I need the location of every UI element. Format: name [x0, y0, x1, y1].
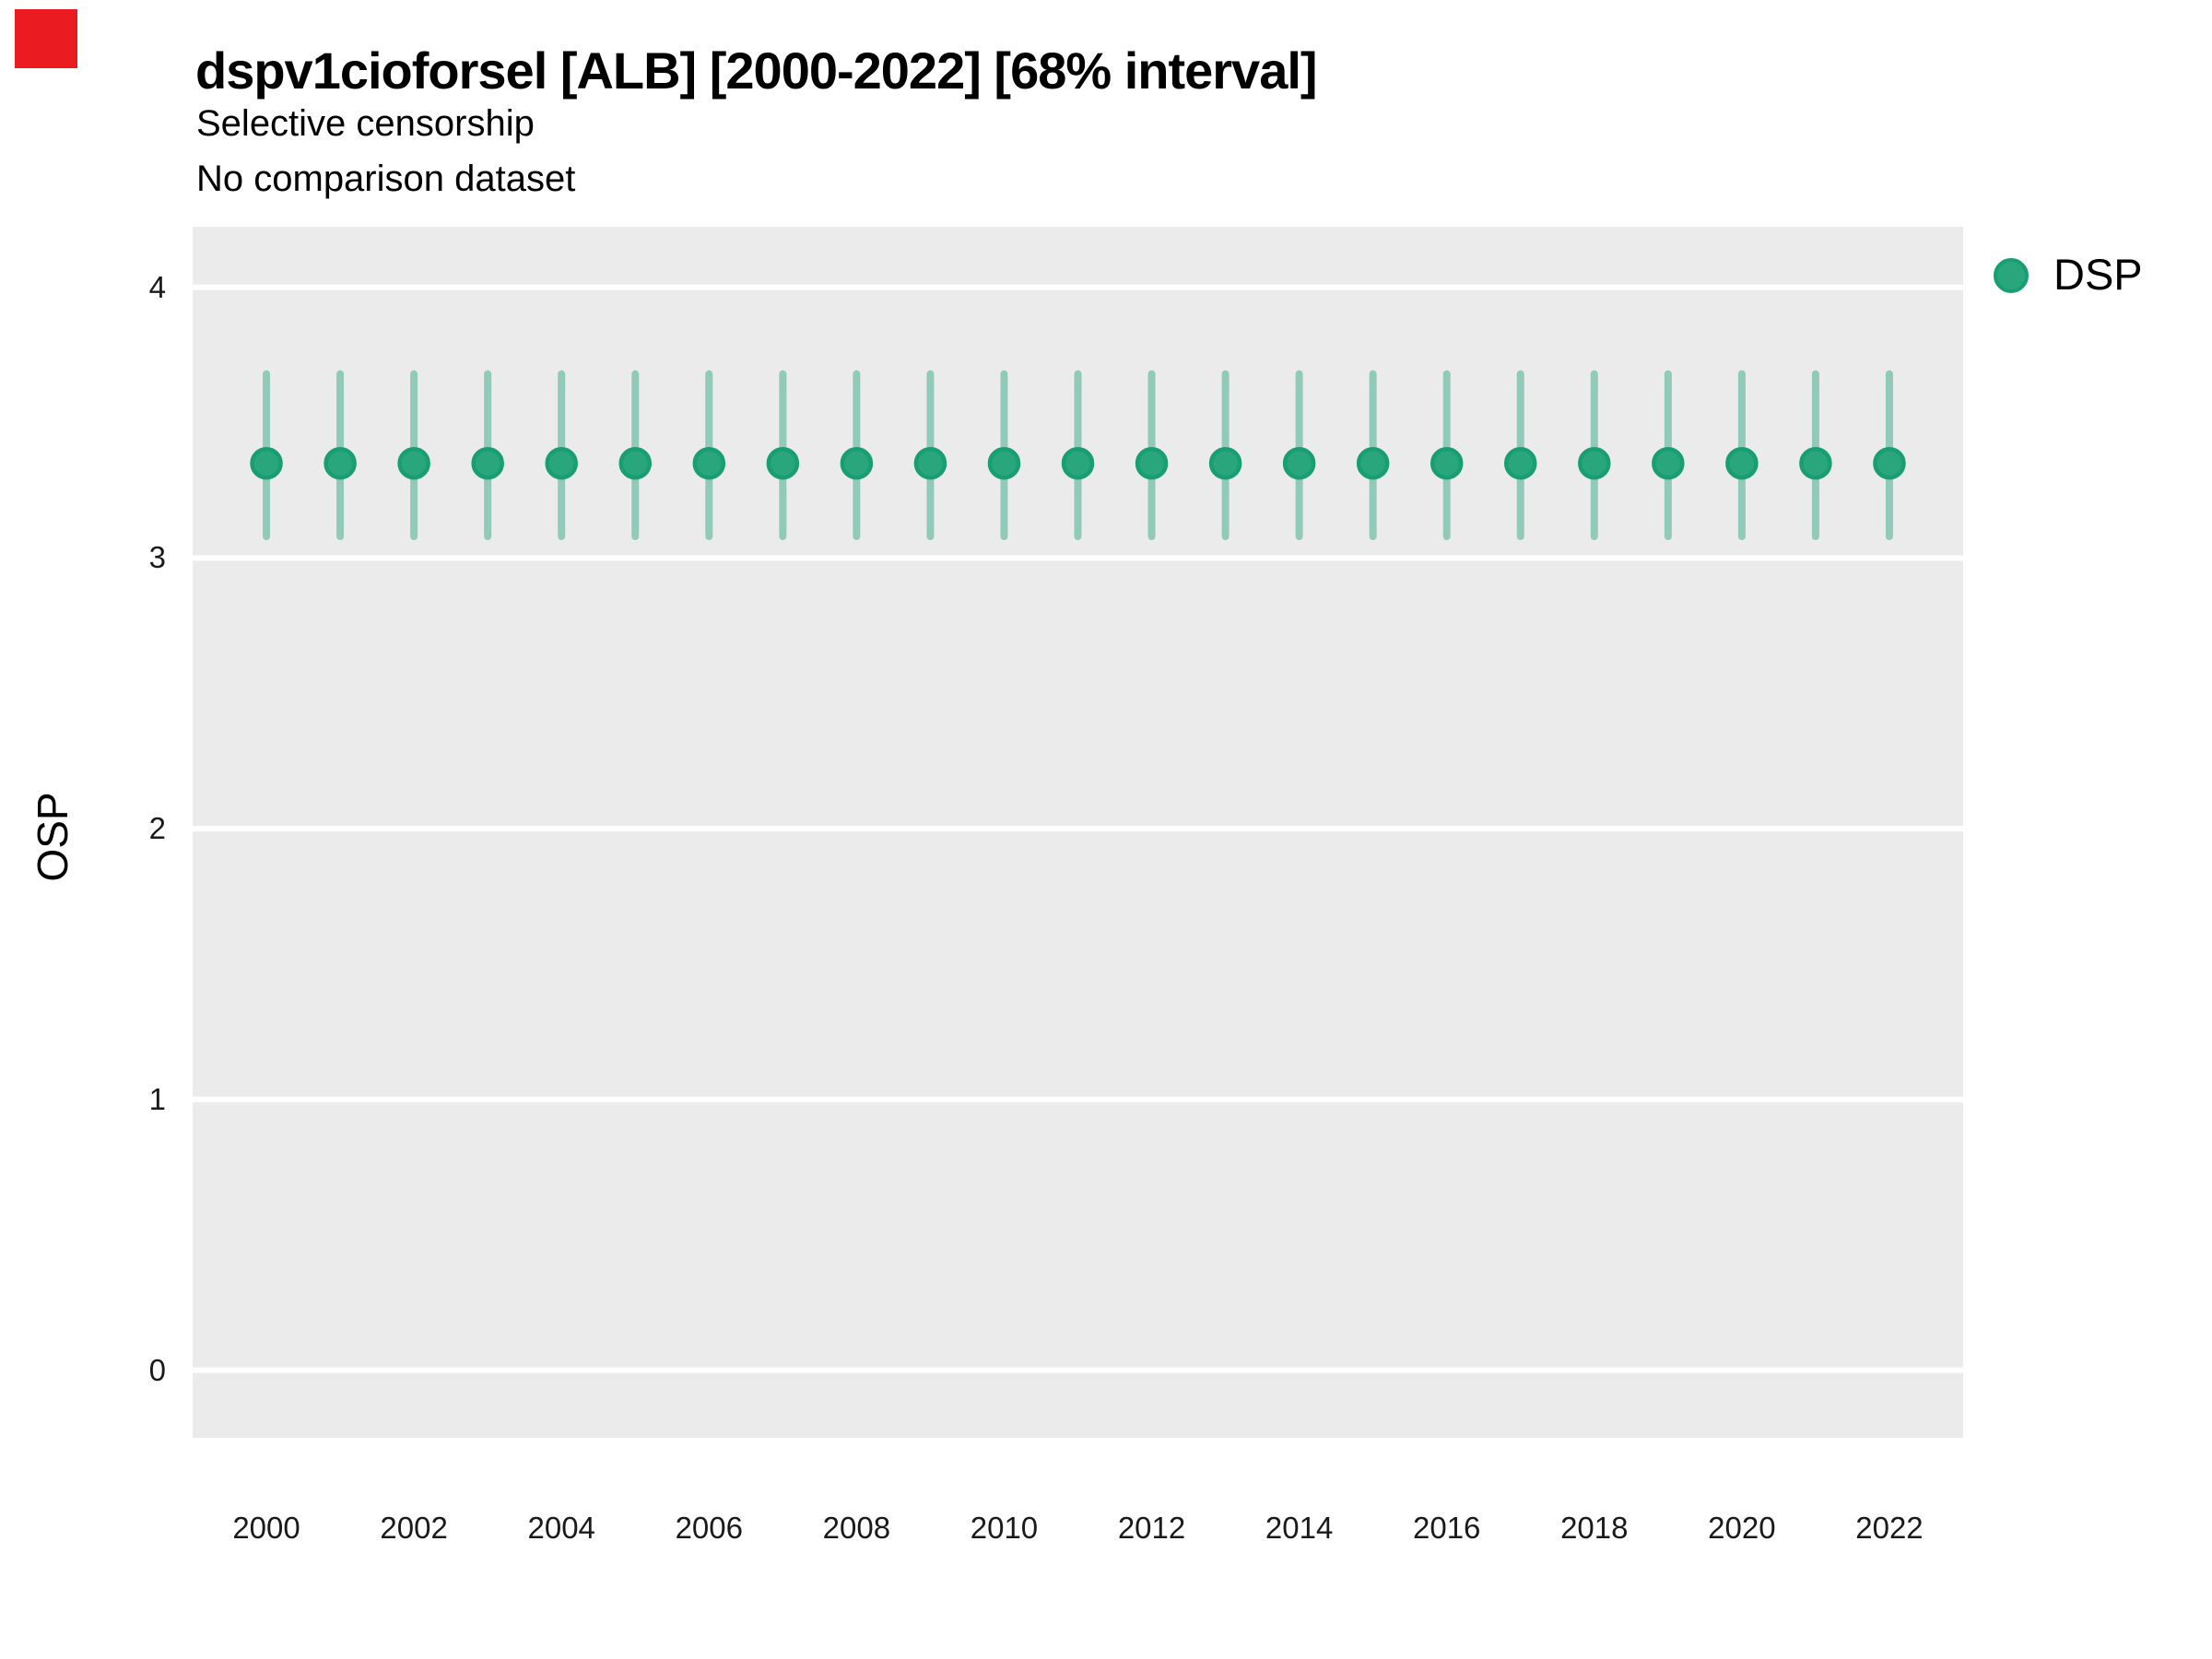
chart-caption: No comparison dataset [196, 159, 576, 199]
x-tick-label: 2016 [1412, 1511, 1481, 1545]
data-point [1504, 446, 1537, 480]
x-tick-label: 2022 [1855, 1511, 1924, 1545]
data-point [1430, 446, 1464, 480]
x-tick-label: 2020 [1708, 1511, 1776, 1545]
data-point [250, 446, 283, 480]
panel-background [193, 227, 1963, 1438]
x-tick-label: 2018 [1560, 1511, 1629, 1545]
x-tick-label: 2002 [380, 1511, 448, 1545]
data-point [766, 446, 800, 480]
data-point [1799, 446, 1832, 480]
x-tick-label: 2000 [232, 1511, 300, 1545]
x-tick-label: 2014 [1265, 1511, 1334, 1545]
plot-panel [193, 227, 1963, 1438]
y-tick-label: 3 [148, 540, 166, 575]
x-tick-label: 2010 [970, 1511, 1039, 1545]
legend-point-icon [1994, 258, 2029, 293]
y-tick-label: 1 [148, 1081, 166, 1116]
x-tick-label: 2004 [527, 1511, 595, 1545]
data-point [1135, 446, 1169, 480]
chart-subtitle: Selective censorship [196, 103, 535, 144]
data-point [1061, 446, 1095, 480]
x-tick-label: 2008 [822, 1511, 891, 1545]
data-point [545, 446, 578, 480]
data-point [987, 446, 1021, 480]
data-point [692, 446, 726, 480]
data-point [1578, 446, 1611, 480]
data-point [1725, 446, 1759, 480]
data-point [913, 446, 947, 480]
data-point [840, 446, 874, 480]
data-point [1208, 446, 1242, 480]
data-point [397, 446, 430, 480]
legend-label: DSP [2053, 250, 2143, 299]
red-marker-square [15, 9, 77, 68]
data-point [471, 446, 504, 480]
data-point [1873, 446, 1906, 480]
data-point [1356, 446, 1390, 480]
data-point [1282, 446, 1316, 480]
y-tick-label: 2 [148, 811, 166, 846]
x-tick-label: 2006 [675, 1511, 743, 1545]
y-tick-label: 4 [148, 269, 166, 304]
chart-title: dspv1cioforsel [ALB] [2000-2022] [68% in… [195, 41, 1318, 100]
data-point [1652, 446, 1685, 480]
x-tick-label: 2012 [1117, 1511, 1186, 1545]
data-point [618, 446, 652, 480]
y-tick-label: 0 [148, 1352, 166, 1387]
data-point [324, 446, 357, 480]
